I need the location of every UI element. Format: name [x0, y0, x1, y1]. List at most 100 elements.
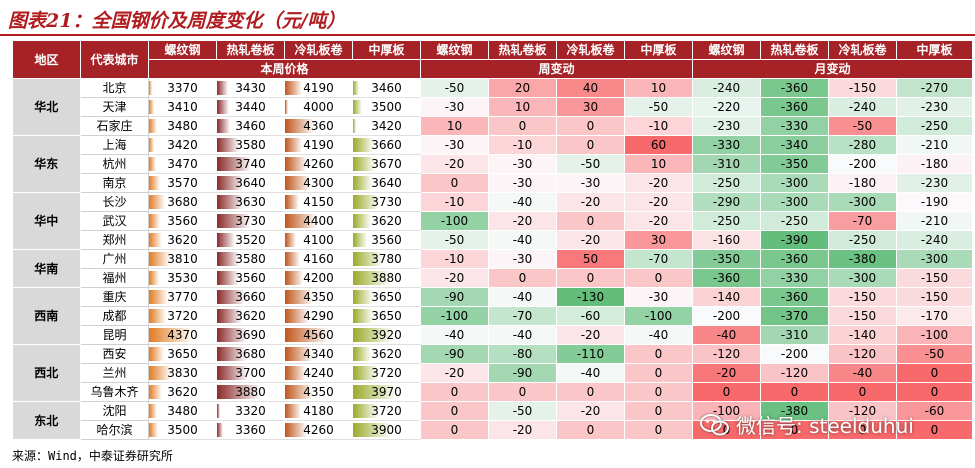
price-cell-rebar: 3770	[148, 287, 217, 307]
price-value: 3650	[167, 347, 198, 361]
city-cell: 哈尔滨	[80, 420, 149, 440]
price-cell-rebar: 3680	[148, 192, 217, 212]
price-cell-hot-rolled: 3630	[216, 192, 285, 212]
price-cell-rebar: 3470	[148, 154, 217, 174]
weekly-change-cell-hot-rolled: -30	[488, 154, 557, 174]
monthly-change-cell-rebar: -330	[692, 135, 761, 155]
price-cell-plate: 3670	[352, 154, 421, 174]
monthly-change-cell-rebar: -120	[692, 344, 761, 364]
monthly-change-cell-rebar: -140	[692, 287, 761, 307]
price-cell-plate: 3900	[352, 420, 421, 440]
weekly-change-cell-rebar: -40	[420, 325, 489, 345]
price-value: 3360	[235, 423, 266, 437]
weekly-change-cell-hot-rolled: -90	[488, 363, 557, 383]
monthly-change-cell-cold-rolled: -120	[828, 401, 897, 421]
monthly-change-cell-plate: -150	[896, 268, 973, 288]
price-data-bar	[353, 138, 374, 152]
price-value: 3460	[235, 119, 266, 133]
price-value: 4260	[303, 157, 334, 171]
price-value: 3410	[167, 100, 198, 114]
price-value: 3560	[167, 214, 198, 228]
price-data-bar	[285, 366, 306, 380]
price-cell-cold-rolled: 4290	[284, 306, 353, 326]
monthly-change-cell-plate: -230	[896, 97, 973, 117]
weekly-change-cell-hot-rolled: 0	[488, 116, 557, 136]
monthly-change-cell-rebar: -310	[692, 154, 761, 174]
weekly-change-cell-hot-rolled: -30	[488, 173, 557, 193]
city-cell: 沈阳	[80, 401, 149, 421]
city-cell: 杭州	[80, 154, 149, 174]
price-data-bar	[217, 271, 238, 285]
price-value: 4180	[303, 404, 334, 418]
weekly-change-cell-plate: 0	[624, 363, 693, 383]
city-cell: 石家庄	[80, 116, 149, 136]
price-data-bar	[353, 252, 383, 266]
monthly-change-cell-hot-rolled: -370	[760, 306, 829, 326]
monthly-change-cell-hot-rolled: -360	[760, 249, 829, 269]
weekly-change-cell-plate: 0	[624, 382, 693, 402]
price-data-bar	[217, 119, 231, 133]
price-data-bar	[285, 138, 303, 152]
weekly-change-cell-cold-rolled: -20	[556, 230, 625, 250]
price-cell-plate: 3650	[352, 306, 421, 326]
price-value: 3970	[371, 385, 402, 399]
price-data-bar	[149, 347, 164, 361]
table-row: 石家庄 3480 3460 4360 3420 10 0 0 -10 -230 -330 -50 -25…	[13, 116, 973, 136]
price-cell-cold-rolled: 4180	[284, 401, 353, 421]
monthly-change-cell-rebar: -350	[692, 249, 761, 269]
monthly-change-cell-plate: -210	[896, 135, 973, 155]
price-cell-hot-rolled: 3460	[216, 116, 285, 136]
price-value: 3620	[167, 233, 198, 247]
weekly-change-cell-plate: -30	[624, 287, 693, 307]
city-cell: 广州	[80, 249, 149, 269]
price-value: 3530	[167, 271, 198, 285]
monthly-change-cell-cold-rolled: -150	[828, 306, 897, 326]
monthly-change-cell-cold-rolled: -150	[828, 78, 897, 98]
price-cell-rebar: 3410	[148, 97, 217, 117]
table-row: 华北 北京 3370 3430 4190 3460 -50 20 40 10 -240 -360 -15…	[12, 78, 973, 136]
city-cell: 长沙	[80, 192, 149, 212]
weekly-change-cell-rebar: -100	[420, 211, 489, 231]
price-cell-rebar: 3810	[148, 249, 217, 269]
price-value: 3620	[371, 347, 402, 361]
monthly-change-cell-plate: -180	[896, 154, 973, 174]
table-row: 兰州 3830 3700 4240 3720 -20 -90 -40 0 -20 -120 -40 0	[13, 363, 973, 383]
monthly-change-cell-cold-rolled: -180	[828, 173, 897, 193]
price-value: 3660	[371, 138, 402, 152]
price-value: 3370	[167, 81, 198, 95]
price-cell-cold-rolled: 4360	[284, 116, 353, 136]
monthly-change-cell-rebar: -200	[692, 306, 761, 326]
price-data-bar	[285, 385, 314, 399]
header-weekly-hot-rolled: 热轧卷板	[488, 40, 557, 60]
price-data-bar	[217, 423, 224, 437]
monthly-change-cell-cold-rolled: -120	[828, 344, 897, 364]
price-cell-cold-rolled: 4000	[284, 97, 353, 117]
price-value: 3880	[371, 271, 402, 285]
weekly-change-cell-hot-rolled: -40	[488, 287, 557, 307]
city-cell: 兰州	[80, 363, 149, 383]
price-cell-hot-rolled: 3580	[216, 249, 285, 269]
header-monthly-rebar: 螺纹钢	[692, 40, 761, 60]
weekly-change-cell-hot-rolled: -40	[488, 325, 557, 345]
price-cell-plate: 3730	[352, 192, 421, 212]
table-row: 乌鲁木齐 3620 3880 4350 3970 0 0 0 0 0 0 0 0	[13, 382, 973, 402]
price-value: 4560	[303, 328, 334, 342]
header-price-rebar: 螺纹钢	[148, 40, 217, 60]
weekly-change-cell-plate: -20	[624, 173, 693, 193]
header-row-products: 地区 代表城市 螺纹钢 热轧卷板 冷轧板卷 中厚板 螺纹钢 热轧卷板 冷轧板卷 …	[12, 40, 973, 79]
price-value: 3780	[371, 252, 402, 266]
price-data-bar	[217, 252, 240, 266]
monthly-change-cell-cold-rolled: -300	[828, 192, 897, 212]
price-value: 3730	[235, 214, 266, 228]
price-data-bar	[353, 423, 392, 437]
steel-price-table: 地区 代表城市 螺纹钢 热轧卷板 冷轧板卷 中厚板 螺纹钢 热轧卷板 冷轧板卷 …	[12, 40, 973, 440]
weekly-change-cell-hot-rolled: -80	[488, 344, 557, 364]
price-data-bar	[217, 347, 247, 361]
price-value: 4290	[303, 309, 334, 323]
price-value: 3460	[371, 81, 402, 95]
region-cell: 华中	[12, 192, 81, 250]
price-data-bar	[149, 290, 169, 304]
price-value: 3480	[167, 119, 198, 133]
price-cell-rebar: 3480	[148, 401, 217, 421]
price-data-bar	[217, 100, 229, 114]
